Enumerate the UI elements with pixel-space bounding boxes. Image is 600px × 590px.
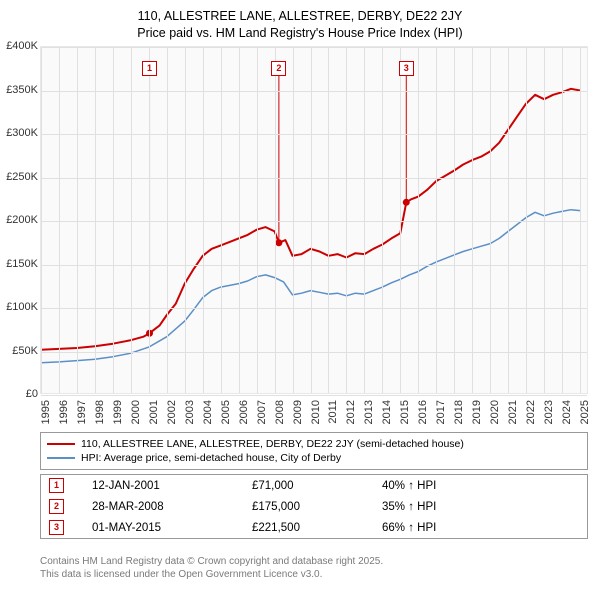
txn-marker-box: 2 — [49, 499, 64, 514]
x-axis-tick: 1997 — [76, 400, 88, 424]
table-row: 3 01-MAY-2015 £221,500 66% ↑ HPI — [41, 517, 587, 538]
x-axis-tick: 2016 — [417, 400, 429, 424]
x-axis-tick: 1998 — [94, 400, 106, 424]
txn-price: £71,000 — [252, 480, 382, 492]
legend-swatch — [47, 443, 75, 445]
y-axis-tick: £0 — [26, 388, 38, 400]
legend-label: HPI: Average price, semi-detached house,… — [81, 452, 341, 464]
footer-line-1: Contains HM Land Registry data © Crown c… — [40, 555, 383, 568]
txn-price: £221,500 — [252, 522, 382, 534]
txn-diff: 66% ↑ HPI — [382, 522, 579, 534]
x-axis-tick: 2023 — [543, 400, 555, 424]
x-axis-tick: 2018 — [453, 400, 465, 424]
y-axis-tick: £200K — [6, 214, 38, 226]
chart-marker-box: 3 — [399, 61, 414, 76]
txn-marker-box: 3 — [49, 520, 64, 535]
y-axis-tick: £100K — [6, 301, 38, 313]
x-axis-tick: 2013 — [363, 400, 375, 424]
x-axis-tick: 2007 — [256, 400, 268, 424]
x-axis-tick: 1996 — [58, 400, 70, 424]
x-axis-tick: 2021 — [507, 400, 519, 424]
title-line-2: Price paid vs. HM Land Registry's House … — [0, 25, 600, 42]
footer-line-2: This data is licensed under the Open Gov… — [40, 568, 383, 581]
txn-date: 01-MAY-2015 — [92, 522, 252, 534]
legend-swatch — [47, 457, 75, 459]
transaction-table: 1 12-JAN-2001 £71,000 40% ↑ HPI 2 28-MAR… — [40, 474, 588, 539]
legend-row: 110, ALLESTREE LANE, ALLESTREE, DERBY, D… — [47, 437, 581, 451]
chart-svg — [41, 47, 587, 393]
title-line-1: 110, ALLESTREE LANE, ALLESTREE, DERBY, D… — [0, 8, 600, 25]
x-axis-tick: 2009 — [292, 400, 304, 424]
x-axis-tick: 2001 — [148, 400, 160, 424]
x-axis-tick: 2017 — [435, 400, 447, 424]
x-axis-tick: 2022 — [525, 400, 537, 424]
chart-marker-box: 1 — [142, 61, 157, 76]
y-axis-tick: £350K — [6, 84, 38, 96]
chart-container: 110, ALLESTREE LANE, ALLESTREE, DERBY, D… — [0, 0, 600, 590]
txn-marker-box: 1 — [49, 478, 64, 493]
chart-marker-box: 2 — [271, 61, 286, 76]
x-axis-tick: 2005 — [220, 400, 232, 424]
x-axis-tick: 2011 — [327, 400, 339, 424]
x-axis-tick: 2012 — [345, 400, 357, 424]
txn-date: 28-MAR-2008 — [92, 501, 252, 513]
y-axis-tick: £150K — [6, 258, 38, 270]
x-axis-tick: 2010 — [310, 400, 322, 424]
x-axis-tick: 2024 — [561, 400, 573, 424]
y-axis-tick: £50K — [12, 345, 38, 357]
x-axis-tick: 2008 — [274, 400, 286, 424]
y-axis-tick: £250K — [6, 171, 38, 183]
chart-plot-area: 1 2 3 — [40, 46, 588, 394]
x-axis-tick: 2014 — [381, 400, 393, 424]
x-axis-tick: 2020 — [489, 400, 501, 424]
x-axis-tick: 2015 — [399, 400, 411, 424]
txn-diff: 35% ↑ HPI — [382, 501, 579, 513]
x-axis-tick: 2002 — [166, 400, 178, 424]
legend-row: HPI: Average price, semi-detached house,… — [47, 451, 581, 465]
x-axis-tick: 2025 — [579, 400, 591, 424]
x-axis-tick: 2000 — [130, 400, 142, 424]
table-row: 1 12-JAN-2001 £71,000 40% ↑ HPI — [41, 475, 587, 496]
txn-diff: 40% ↑ HPI — [382, 480, 579, 492]
legend-label: 110, ALLESTREE LANE, ALLESTREE, DERBY, D… — [81, 438, 464, 450]
y-axis-tick: £400K — [6, 40, 38, 52]
x-axis-tick: 2004 — [202, 400, 214, 424]
footer-attribution: Contains HM Land Registry data © Crown c… — [40, 555, 383, 581]
txn-price: £175,000 — [252, 501, 382, 513]
x-axis-tick: 2006 — [238, 400, 250, 424]
x-axis-tick: 1995 — [40, 400, 52, 424]
legend: 110, ALLESTREE LANE, ALLESTREE, DERBY, D… — [40, 432, 588, 470]
x-axis-tick: 1999 — [112, 400, 124, 424]
x-axis-tick: 2019 — [471, 400, 483, 424]
txn-date: 12-JAN-2001 — [92, 480, 252, 492]
chart-title: 110, ALLESTREE LANE, ALLESTREE, DERBY, D… — [0, 0, 600, 42]
table-row: 2 28-MAR-2008 £175,000 35% ↑ HPI — [41, 496, 587, 517]
y-axis-tick: £300K — [6, 127, 38, 139]
x-axis-tick: 2003 — [184, 400, 196, 424]
